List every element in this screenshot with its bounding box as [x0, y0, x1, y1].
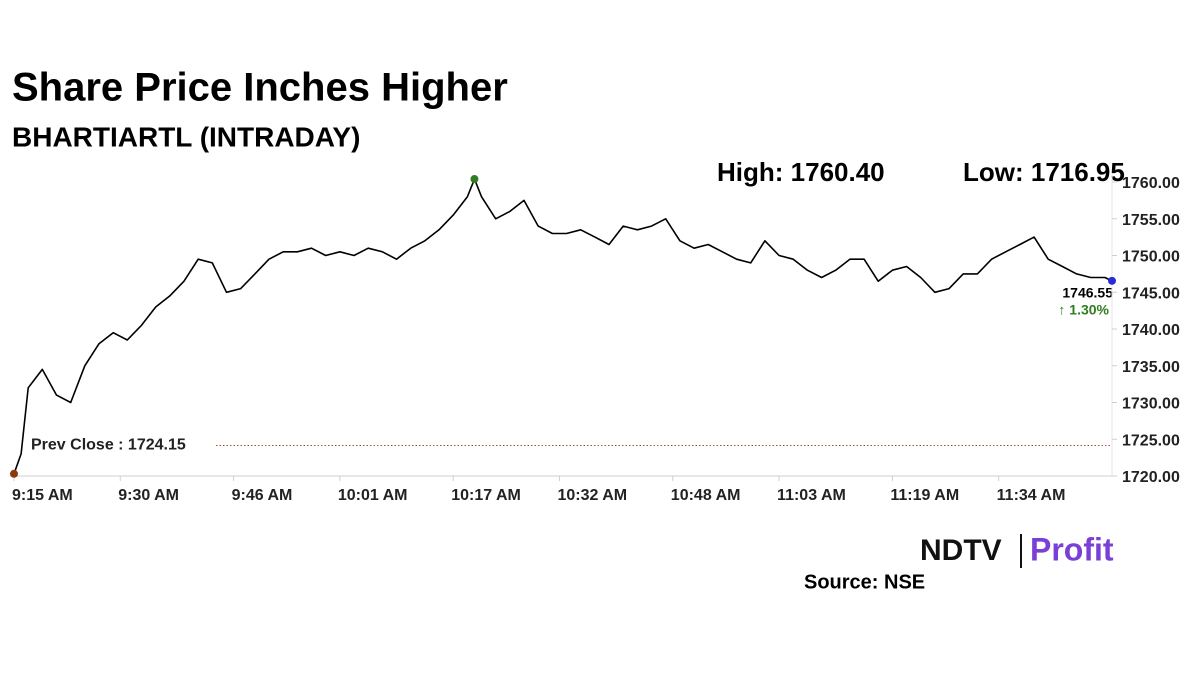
x-tick-label: 9:30 AM [118, 487, 179, 504]
logo-ndtv: NDTV [920, 534, 1002, 567]
x-tick-label: 10:17 AM [451, 487, 521, 504]
high-label: High: 1760.40 [717, 157, 885, 187]
y-tick-label: 1760.00 [1122, 175, 1180, 192]
x-tick-label: 10:48 AM [671, 487, 741, 504]
y-tick-label: 1745.00 [1122, 285, 1180, 302]
x-tick-label: 11:34 AM [997, 487, 1066, 504]
chart-subtitle: BHARTIARTL (INTRADAY) [12, 121, 360, 152]
last-marker [1108, 276, 1116, 285]
x-tick-label: 10:01 AM [338, 487, 408, 504]
x-tick-label: 9:46 AM [232, 487, 293, 504]
y-tick-label: 1755.00 [1122, 212, 1180, 229]
chart-title: Share Price Inches Higher [12, 66, 508, 110]
change-label: ↑ 1.30% [1058, 302, 1109, 318]
low-label: Low: 1716.95 [963, 157, 1125, 187]
y-tick-label: 1720.00 [1122, 469, 1180, 486]
logo-profit: Profit [1030, 531, 1114, 567]
source: Source: NSE [804, 571, 925, 593]
last-price-label: 1746.55 [1062, 285, 1113, 301]
y-tick-label: 1740.00 [1122, 322, 1180, 339]
y-tick-label: 1750.00 [1122, 249, 1180, 266]
x-tick-label: 9:15 AM [12, 487, 73, 504]
x-tick-label: 11:03 AM [777, 487, 846, 504]
price-line [13, 178, 1113, 475]
y-tick-label: 1730.00 [1122, 396, 1180, 413]
prev-close-label: Prev Close : 1724.15 [31, 437, 186, 454]
x-tick-label: 10:32 AM [557, 487, 627, 504]
y-tick-label: 1735.00 [1122, 359, 1180, 376]
x-tick-label: 11:19 AM [890, 487, 959, 504]
y-tick-label: 1725.00 [1122, 432, 1180, 449]
first-marker [10, 469, 18, 478]
high-marker [470, 175, 479, 184]
